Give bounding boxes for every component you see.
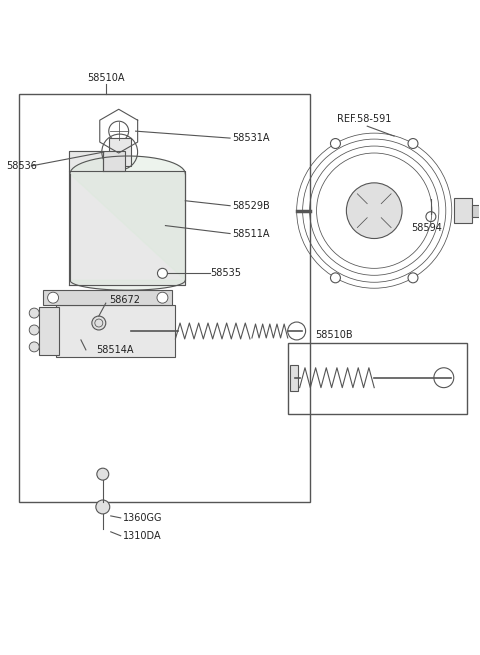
Text: 1310DA: 1310DA [123, 531, 161, 541]
Circle shape [29, 342, 39, 352]
Text: 58594: 58594 [411, 223, 443, 233]
Text: 58510A: 58510A [87, 73, 124, 83]
Text: 58531A: 58531A [232, 133, 270, 143]
Circle shape [29, 308, 39, 318]
Bar [39, 307, 59, 355]
Text: 58511A: 58511A [232, 229, 270, 238]
Bar [43, 290, 172, 305]
Text: 58529B: 58529B [232, 200, 270, 211]
Bar [290, 365, 298, 390]
Circle shape [330, 139, 340, 149]
Bar [454, 198, 472, 223]
Circle shape [408, 139, 418, 149]
Circle shape [157, 269, 168, 278]
Circle shape [408, 273, 418, 283]
Bar [109, 138, 131, 166]
Bar [288, 343, 467, 415]
Circle shape [330, 273, 340, 283]
Circle shape [157, 292, 168, 303]
Circle shape [347, 183, 402, 238]
Text: 58514A: 58514A [96, 345, 133, 355]
Text: 58535: 58535 [210, 269, 241, 278]
Circle shape [48, 292, 59, 303]
Circle shape [92, 316, 106, 330]
Text: 58536: 58536 [6, 161, 37, 171]
Text: 1360GG: 1360GG [123, 513, 162, 523]
Text: 58510B: 58510B [316, 330, 353, 340]
Bar [19, 94, 310, 502]
Circle shape [96, 500, 110, 514]
Text: REF.58-591: REF.58-591 [337, 114, 392, 124]
Polygon shape [70, 156, 185, 290]
Circle shape [97, 468, 109, 480]
Bar [103, 151, 125, 171]
Polygon shape [69, 171, 185, 285]
Circle shape [29, 325, 39, 335]
Bar [472, 205, 480, 217]
Polygon shape [69, 151, 103, 171]
Bar [56, 305, 175, 357]
Text: 58672: 58672 [109, 295, 140, 305]
